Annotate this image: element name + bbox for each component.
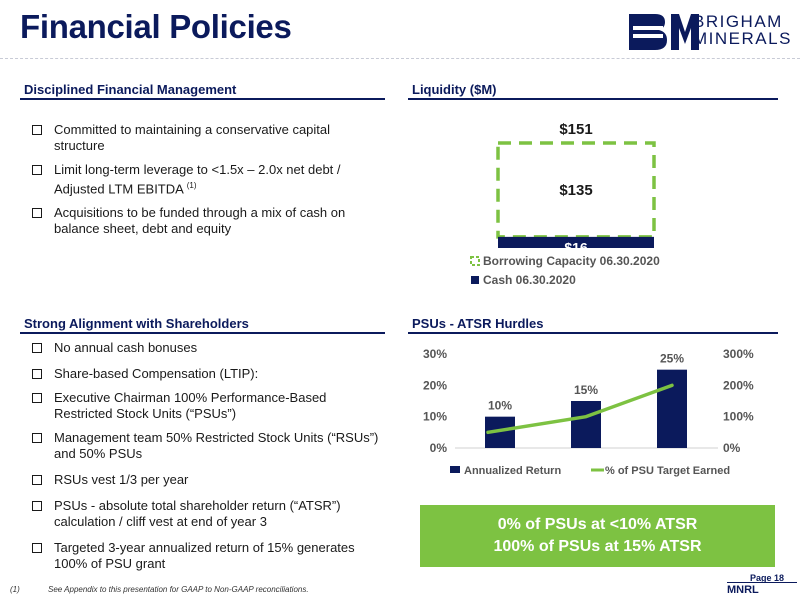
footnote-marker: (1) <box>186 181 197 190</box>
y-left-tick-label: 10% <box>423 410 447 424</box>
section-rule-alignment <box>20 332 385 334</box>
section-heading-alignment: Strong Alignment with Shareholders <box>24 316 249 331</box>
annualized-return-bar <box>657 369 687 448</box>
footnote-text: See Appendix to this presentation for GA… <box>48 585 309 594</box>
logo-line-brigham: BRIGHAM <box>693 12 783 31</box>
section-heading-financial-management: Disciplined Financial Management <box>24 82 237 97</box>
y-left-tick-label: 20% <box>423 378 447 392</box>
alignment-list: No annual cash bonuses Share-based Compe… <box>30 340 380 572</box>
list-item: Limit long-term leverage to <1.5x – 2.0x… <box>30 162 375 197</box>
sub-list-item: Management team 50% Restricted Stock Uni… <box>30 430 380 462</box>
legend-psu-target-earned-label: % of PSU Target Earned <box>605 465 730 477</box>
y-left-tick-label: 30% <box>423 347 447 361</box>
cash-bar <box>498 236 654 248</box>
legend-cash-label: Cash 06.30.2020 <box>483 273 576 287</box>
section-rule-financial-management <box>20 98 385 100</box>
y-right-tick-label: 200% <box>723 378 754 392</box>
list-item: PSUs - absolute total shareholder return… <box>30 498 380 530</box>
section-heading-psu: PSUs - ATSR Hurdles <box>412 316 544 331</box>
psu-target-earned-line <box>486 383 674 435</box>
legend-borrowing-capacity-label: Borrowing Capacity 06.30.2020 <box>483 254 660 268</box>
legend-borrowing-capacity: Borrowing Capacity 06.30.2020 <box>470 254 660 268</box>
psu-hurdle-callout: 0% of PSUs at <10% ATSR 100% of PSUs at … <box>420 505 775 567</box>
ticker-symbol: MNRL <box>727 584 759 596</box>
footnote: (1) See Appendix to this presentation for… <box>10 585 309 594</box>
y-right-tick-label: 100% <box>723 410 754 424</box>
page-number: Page 18 <box>750 573 785 583</box>
logo-line-minerals: MINERALS <box>693 29 792 48</box>
liquidity-chart: $151 $135 $16 Borrowing Capacity 06.30.2… <box>470 121 660 287</box>
header-divider <box>0 58 800 59</box>
annualized-return-bar <box>571 401 601 448</box>
borrowing-capacity-value-label: $135 <box>559 182 592 199</box>
financial-management-list: Committed to maintaining a conservative … <box>30 122 375 237</box>
list-item: Targeted 3-year annualized return of 15%… <box>30 540 380 572</box>
annualized-return-value-label: 10% <box>488 399 512 413</box>
cash-value-label: $16 <box>564 239 588 255</box>
y-left-tick-label: 0% <box>430 441 448 455</box>
callout-line-2: 100% of PSUs at 15% ATSR <box>493 538 702 555</box>
list-item: No annual cash bonuses <box>30 340 380 356</box>
y-right-tick-label: 0% <box>723 441 741 455</box>
list-item: RSUs vest 1/3 per year <box>30 472 380 488</box>
y-right-tick-label: 300% <box>723 347 754 361</box>
liquidity-total-label: $151 <box>559 121 592 138</box>
leverage-text: Limit long-term leverage to <1.5x – 2.0x… <box>54 162 341 197</box>
list-item: Acquisitions to be funded through a mix … <box>30 205 375 237</box>
section-rule-liquidity <box>408 98 778 100</box>
sub-list-item: Executive Chairman 100% Performance-Base… <box>30 390 380 422</box>
legend-annualized-return-label: Annualized Return <box>464 465 561 477</box>
annualized-return-value-label: 15% <box>574 383 598 397</box>
psu-chart: 0% 10% 20% 30% 0% 100% 200% 300% 10% 15% 25% Ann… <box>423 347 754 477</box>
section-rule-psu <box>408 332 778 334</box>
legend-psu-target-earned: % of PSU Target Earned <box>591 465 730 477</box>
brigham-logo-icon <box>629 14 699 50</box>
legend-annualized-return: Annualized Return <box>450 465 561 477</box>
callout-line-1: 0% of PSUs at <10% ATSR <box>497 516 698 533</box>
legend-cash: Cash 06.30.2020 <box>471 273 576 287</box>
page-title: Financial Policies <box>20 8 292 45</box>
list-item: Share-based Compensation (LTIP): <box>30 366 380 382</box>
ticker-rule <box>727 582 797 583</box>
section-heading-liquidity: Liquidity ($M) <box>412 82 497 97</box>
list-item: Committed to maintaining a conservative … <box>30 122 375 154</box>
annualized-return-value-label: 25% <box>660 352 684 366</box>
footnote-number: (1) <box>10 585 20 594</box>
